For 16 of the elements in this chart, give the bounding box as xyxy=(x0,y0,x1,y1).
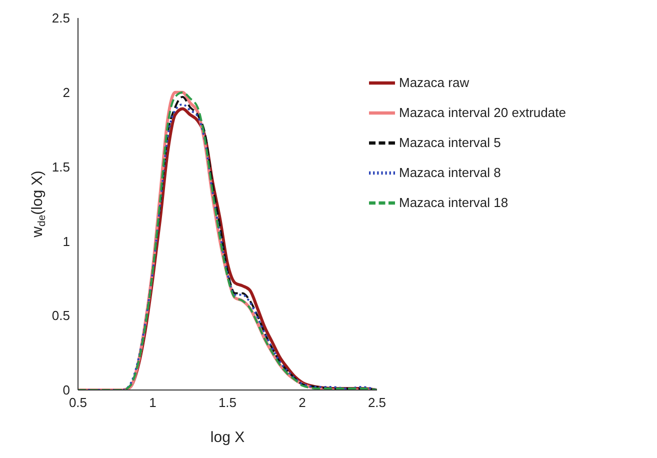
x-axis-title: log X xyxy=(210,429,245,446)
x-tick-label: 2 xyxy=(298,395,306,410)
legend-label: Mazaca raw xyxy=(399,75,470,90)
y-tick-label: 0 xyxy=(62,382,70,398)
x-tick-label: 2.5 xyxy=(368,395,386,410)
y-tick-label: 2 xyxy=(62,85,70,100)
y-tick-label: 0.5 xyxy=(52,308,70,324)
legend-label: Mazaca interval 18 xyxy=(399,195,508,210)
y-tick-label: 1.5 xyxy=(52,159,70,174)
x-tick-label: 1.5 xyxy=(218,395,237,410)
y-tick-label: 1 xyxy=(62,234,70,249)
x-tick-label: 1 xyxy=(149,395,156,410)
legend-label: Mazaca interval 8 xyxy=(399,165,501,180)
legend-label: Mazaca interval 20 extrudate xyxy=(399,105,566,120)
legend-label: Mazaca interval 5 xyxy=(399,135,501,150)
y-tick-label: 2.5 xyxy=(52,10,70,26)
